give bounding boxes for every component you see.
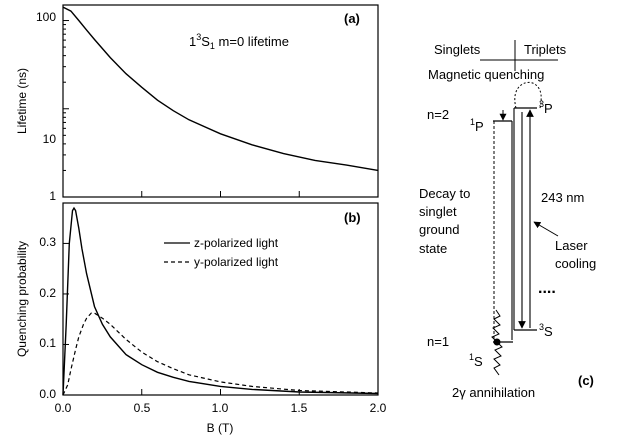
singlets-label: Singlets <box>434 42 481 57</box>
label-1S: 1S <box>469 352 483 369</box>
annihilation-label: 2γ annihilation <box>452 385 535 400</box>
laser-cooling-line-1: Laser <box>555 238 588 253</box>
quenching-arc <box>514 81 542 109</box>
b-xtick-label-4: 2.0 <box>370 401 387 415</box>
b-xtick-label-0: 0.0 <box>55 401 72 415</box>
laser-cooling-pointer <box>533 221 559 237</box>
panel-b-xtick-labels: 0.0 0.5 1.0 1.5 2.0 <box>55 401 387 415</box>
legend-label-y: y-polarized light <box>194 255 279 269</box>
photon-wave-up <box>491 309 501 343</box>
a-ytick-label-100: 100 <box>36 10 56 24</box>
n2-label: n=2 <box>427 107 449 122</box>
panel-a: 1 10 100 Lifetime (ns) (a) 13S1 m=0 life… <box>15 4 379 203</box>
c-panel-label: (c) <box>578 373 594 388</box>
decay-label-line-3: ground <box>419 222 459 237</box>
laser-cooling-line-2: cooling <box>555 256 596 271</box>
b-xtick-label-3: 1.5 <box>291 401 308 415</box>
label-3S: 3S <box>539 322 553 339</box>
photon-wave-down <box>493 341 503 376</box>
wavelength-label: 243 nm <box>541 190 584 205</box>
a-ytick-label-10: 10 <box>43 132 57 146</box>
b-ytick-label-1: 0.1 <box>39 336 56 350</box>
n1-label: n=1 <box>427 334 449 349</box>
panel-a-tick-labels: 1 10 100 <box>36 10 56 203</box>
lifetime-series-line <box>62 6 379 172</box>
legend-label-z: z-polarized light <box>194 236 279 250</box>
b-panel-label: (b) <box>344 210 361 225</box>
triplets-label: Triplets <box>524 42 567 57</box>
panel-b-ytick-labels: 0.0 0.1 0.2 0.3 <box>39 235 56 401</box>
b-xtick-label-2: 1.0 <box>212 401 229 415</box>
b-xtick-label-1: 0.5 <box>134 401 151 415</box>
magnetic-quenching-label: Magnetic quenching <box>428 67 544 82</box>
z-polarized-series-line <box>62 206 379 396</box>
a-panel-label: (a) <box>344 11 360 26</box>
b-ytick-label-0: 0.0 <box>39 387 56 401</box>
label-1P: 1P <box>470 117 484 134</box>
b-ylabel: Quenching probability <box>15 241 29 357</box>
decay-label-line-4: state <box>419 241 447 256</box>
decay-label-line-1: Decay to <box>419 186 470 201</box>
a-ylabel: Lifetime (ns) <box>15 68 29 134</box>
dots-label: .... <box>538 280 556 297</box>
b-ytick-label-2: 0.2 <box>39 286 56 300</box>
a-ytick-label-1: 1 <box>49 189 56 203</box>
label-3P: 3P <box>539 99 553 116</box>
b-xlabel: B (T) <box>207 421 234 435</box>
panel-b: 0.0 0.1 0.2 0.3 0.0 0.5 1.0 1.5 2.0 B (T… <box>15 202 387 435</box>
panel-b-frame <box>62 202 379 396</box>
b-ytick-label-3: 0.3 <box>39 235 56 249</box>
a-annotation: 13S1 m=0 lifetime <box>189 32 289 51</box>
y-polarized-series-line <box>62 312 379 396</box>
decay-label-line-2: singlet <box>419 204 457 219</box>
legend: z-polarized light y-polarized light <box>164 236 279 269</box>
panel-c: Singlets Triplets Magnetic quenching n=2… <box>419 40 596 400</box>
panel-a-ticks <box>62 20 379 198</box>
